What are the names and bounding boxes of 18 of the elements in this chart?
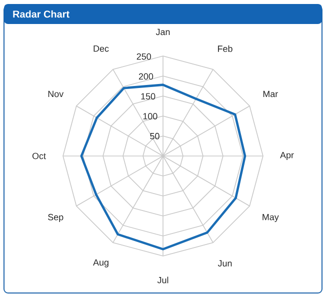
spoke-label: May xyxy=(262,214,279,222)
y-tick-label: 50 xyxy=(150,132,160,140)
spoke-label: Aug xyxy=(93,259,108,268)
chart-title: Radar Chart xyxy=(13,10,70,18)
spoke-label: Feb xyxy=(218,45,232,52)
y-tick-label: 250 xyxy=(136,53,151,60)
spoke-label: Mar xyxy=(263,90,278,98)
y-tick-label: 100 xyxy=(143,113,158,120)
spoke-label: Apr xyxy=(280,152,294,160)
y-tick-label: 200 xyxy=(138,73,154,80)
spoke-label: Oct xyxy=(32,152,46,160)
y-tick-label: 150 xyxy=(141,93,156,100)
spoke-label: Dec xyxy=(94,45,109,52)
spoke-label: Jul xyxy=(157,276,168,284)
spoke-label: Jun xyxy=(218,260,232,267)
spoke-label: Sep xyxy=(48,214,64,222)
spoke-label: Jan xyxy=(156,28,170,36)
spoke-label: Nov xyxy=(48,90,64,98)
